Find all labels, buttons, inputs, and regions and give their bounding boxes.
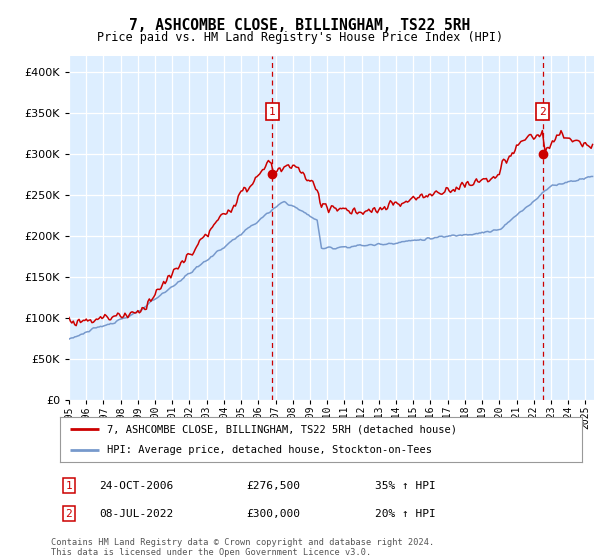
Text: HPI: Average price, detached house, Stockton-on-Tees: HPI: Average price, detached house, Stoc…	[107, 445, 432, 455]
Text: 35% ↑ HPI: 35% ↑ HPI	[375, 480, 436, 491]
Text: 7, ASHCOMBE CLOSE, BILLINGHAM, TS22 5RH: 7, ASHCOMBE CLOSE, BILLINGHAM, TS22 5RH	[130, 18, 470, 32]
Text: £276,500: £276,500	[246, 480, 300, 491]
Text: 2: 2	[539, 107, 546, 117]
Text: Contains HM Land Registry data © Crown copyright and database right 2024.
This d: Contains HM Land Registry data © Crown c…	[51, 538, 434, 557]
Text: £300,000: £300,000	[246, 508, 300, 519]
Text: 20% ↑ HPI: 20% ↑ HPI	[375, 508, 436, 519]
Text: 08-JUL-2022: 08-JUL-2022	[99, 508, 173, 519]
Text: 7, ASHCOMBE CLOSE, BILLINGHAM, TS22 5RH (detached house): 7, ASHCOMBE CLOSE, BILLINGHAM, TS22 5RH …	[107, 424, 457, 435]
Text: 24-OCT-2006: 24-OCT-2006	[99, 480, 173, 491]
Text: 1: 1	[269, 107, 276, 117]
Text: 2: 2	[65, 508, 73, 519]
Text: Price paid vs. HM Land Registry's House Price Index (HPI): Price paid vs. HM Land Registry's House …	[97, 31, 503, 44]
Text: 1: 1	[65, 480, 73, 491]
